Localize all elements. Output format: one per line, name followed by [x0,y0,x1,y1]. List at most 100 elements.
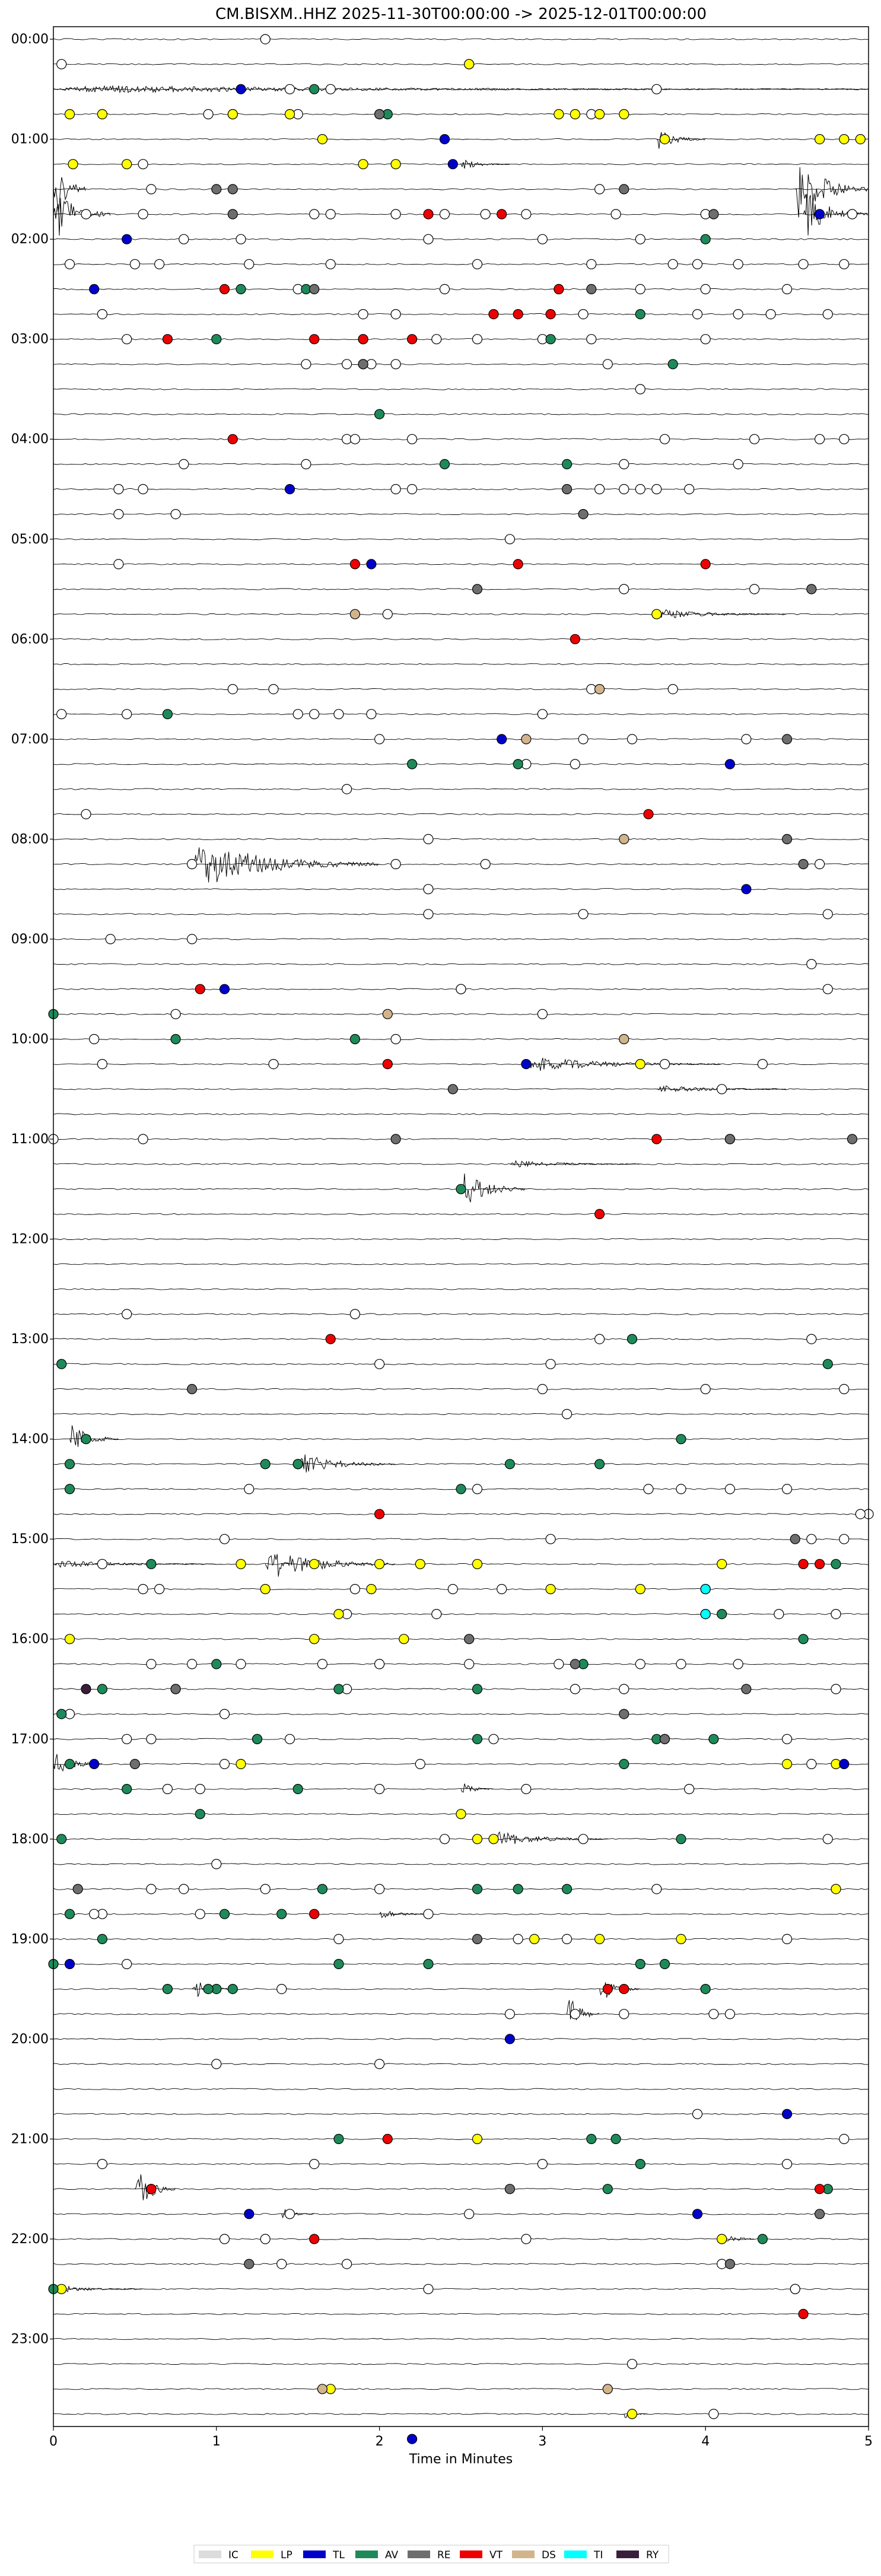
event-marker-lp [651,609,662,619]
event-marker-ic [626,2359,638,2370]
event-marker-ic [643,1484,654,1494]
event-marker-ic [390,858,401,870]
event-marker-re [578,508,589,520]
event-marker-ic [113,484,124,495]
event-marker-ic [757,1058,768,1070]
event-marker-av [219,1909,230,1919]
trace-line [53,2388,869,2390]
event-marker-re [708,209,719,220]
event-marker-ic [839,2133,850,2144]
event-marker-ic [187,934,198,944]
event-marker-av [236,284,246,294]
trace-line [53,2163,869,2165]
event-marker-ic [268,683,279,695]
event-marker-ic [341,359,352,370]
y-tick-label: 22:00 [11,2232,49,2247]
event-marker-ic [162,1783,173,1795]
event-marker-ic [839,1384,850,1394]
legend-swatch [564,2550,587,2558]
event-marker-lp [594,1933,605,1944]
event-marker-av [333,1958,344,1970]
event-marker-ic [309,2159,320,2170]
event-marker-vt [162,334,173,345]
event-marker-av [276,1909,287,1919]
event-marker-ic [651,84,662,94]
event-marker-av [292,1459,303,1470]
event-marker-av [635,2159,645,2170]
event-marker-vt [798,2308,809,2319]
event-marker-ic [781,284,793,294]
trace-line [53,513,869,516]
event-marker-re [374,109,385,120]
trace-line [53,388,869,390]
y-tick-label: 07:00 [11,732,49,747]
trace-line [53,538,869,540]
y-tick-label: 14:00 [11,1432,49,1447]
event-marker-ic [179,1884,189,1894]
event-marker-vt [814,2184,825,2195]
trace-line [53,2238,869,2240]
trace-line [53,1963,869,1966]
y-tick-label: 19:00 [11,1932,49,1947]
event-waveform [379,1910,428,1919]
event-waveform [297,1454,396,1473]
event-marker-lp [831,1884,841,1894]
event-marker-av [349,1033,361,1045]
legend-label: TI [593,2549,603,2561]
event-marker-ic [513,1933,523,1944]
event-marker-av [64,1459,75,1470]
event-marker-ic [635,284,645,294]
event-marker-ic [806,1758,817,1769]
event-marker-re [741,1684,752,1694]
trace-line [53,638,869,640]
event-waveform [510,1160,640,1168]
event-marker-lp [415,1559,425,1569]
event-marker-lp [472,2133,483,2144]
event-waveform [192,847,380,883]
event-marker-ic [203,109,214,120]
event-marker-ic [284,84,295,94]
event-marker-ic [268,1058,279,1070]
event-marker-lp [309,1634,320,1645]
event-markers [48,34,874,2444]
event-waveform [53,1560,217,1568]
event-marker-ic [56,59,67,69]
event-marker-ic [822,909,833,920]
legend-label: LP [281,2549,292,2561]
event-marker-lp [456,1809,466,1820]
event-marker-vt [602,1984,613,1995]
seismic-traces [53,38,869,2415]
event-marker-re [790,1534,800,1544]
y-tick-label: 11:00 [11,1132,49,1147]
trace-line [53,2088,869,2090]
event-marker-lp [97,109,107,120]
event-waveform [656,132,705,149]
event-marker-lp [317,134,328,145]
event-marker-lp [545,1583,556,1595]
event-marker-ic [390,309,401,320]
event-marker-re [561,484,573,495]
event-marker-ic [822,1834,833,1844]
event-marker-re [724,2259,736,2269]
event-marker-ic [325,259,336,269]
legend-label: DS [542,2549,556,2561]
event-marker-ic [781,1484,793,1494]
event-marker-lp [472,1834,483,1844]
event-marker-tl [839,1758,850,1769]
event-marker-ic [472,334,483,345]
event-marker-tl [284,484,295,495]
event-marker-lp [333,1609,344,1620]
event-marker-av [700,1984,711,1995]
event-marker-ic [122,709,132,720]
event-marker-lp [366,1583,377,1595]
trace-line [53,1863,869,1865]
event-marker-av [700,234,711,244]
event-marker-lp [390,159,401,170]
event-marker-re [309,284,320,294]
event-marker-ic [423,2284,434,2294]
event-marker-ic [366,709,377,720]
event-marker-av [292,1783,303,1795]
event-marker-av [227,1984,238,1995]
event-marker-ic [374,1884,385,1894]
event-marker-ic [187,1659,198,1669]
